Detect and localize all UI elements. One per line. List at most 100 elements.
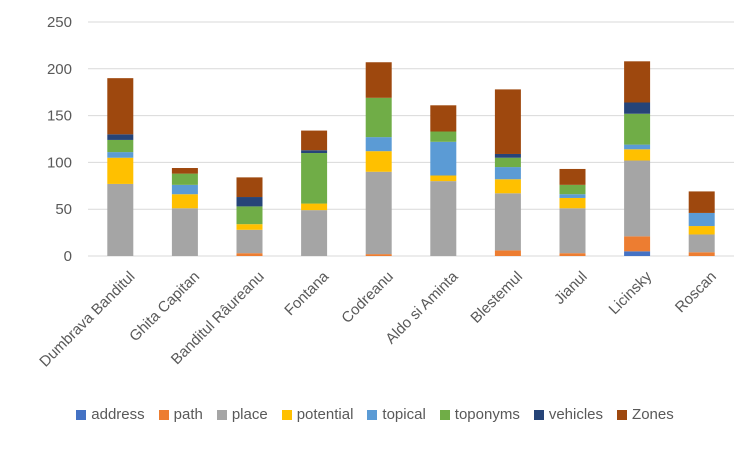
legend-label: place bbox=[231, 406, 268, 423]
bar-segment-path bbox=[624, 236, 651, 252]
legend-label: Zones bbox=[632, 406, 674, 423]
x-category-label: Codreanu bbox=[338, 268, 397, 327]
bar-segment-path bbox=[559, 253, 586, 256]
bar-segment-potential bbox=[624, 149, 651, 161]
bar-segment-place bbox=[430, 181, 457, 256]
bar-segment-zones bbox=[494, 89, 521, 154]
legend: address path place potential topical toponyms… bbox=[0, 406, 750, 423]
bar-segment-potential bbox=[171, 194, 198, 209]
bar-segment-toponyms bbox=[494, 157, 521, 168]
legend-label: address bbox=[91, 406, 145, 423]
legend-label: path bbox=[173, 406, 203, 423]
x-category-label: Licinsky bbox=[606, 268, 656, 318]
bar-segment-place bbox=[107, 183, 134, 256]
y-tick-label: 50 bbox=[55, 201, 72, 218]
x-category-label: Jianul bbox=[551, 268, 591, 308]
bar-segment-vehicles bbox=[301, 150, 328, 154]
bar-segment-place bbox=[365, 171, 392, 255]
legend-label: potential bbox=[296, 406, 354, 423]
x-category-label: Dumbrava Banditul bbox=[36, 268, 138, 370]
bar-segment-zones bbox=[107, 78, 134, 135]
bar-segment-topical bbox=[494, 167, 521, 180]
bar-segment-potential bbox=[559, 197, 586, 209]
bar-segment-topical bbox=[107, 152, 134, 158]
legend-item-topical: topical bbox=[367, 406, 426, 423]
bar-segment-zones bbox=[236, 177, 263, 198]
bar-segment-toponyms bbox=[559, 184, 586, 195]
legend-item-address: address bbox=[76, 406, 145, 423]
bar-segment-path bbox=[365, 254, 392, 256]
bar-segment-topical bbox=[365, 137, 392, 152]
y-tick-label: 100 bbox=[47, 154, 72, 171]
legend-item-potential: potential bbox=[281, 406, 354, 423]
bar-segment-place bbox=[494, 193, 521, 251]
bar-segment-toponyms bbox=[365, 97, 392, 138]
y-tick-label: 250 bbox=[47, 14, 72, 31]
legend-swatch bbox=[367, 409, 378, 420]
legend-item-zones: Zones bbox=[617, 406, 674, 423]
bar-segment-zones bbox=[688, 191, 715, 213]
bar-segment-place bbox=[236, 229, 263, 254]
y-tick-label: 0 bbox=[64, 248, 72, 265]
y-tick-label: 200 bbox=[47, 61, 72, 78]
x-category-label: Fontana bbox=[281, 268, 332, 319]
bar-segment-place bbox=[301, 210, 328, 256]
bar-segment-path bbox=[236, 253, 263, 256]
bars bbox=[107, 61, 715, 256]
legend-label: vehicles bbox=[548, 406, 604, 423]
legend-swatch bbox=[76, 409, 87, 420]
bar-segment-potential bbox=[236, 224, 263, 230]
bar-segment-path bbox=[688, 252, 715, 256]
y-axis-ticks: 0 50 100 150 200 250 bbox=[47, 14, 72, 265]
bar-segment-zones bbox=[365, 62, 392, 98]
bar-segment-address bbox=[624, 251, 651, 256]
bar-segment-place bbox=[688, 234, 715, 253]
bar-segment-vehicles bbox=[236, 197, 263, 207]
bar-segment-vehicles bbox=[107, 134, 134, 140]
bar-segment-place bbox=[559, 208, 586, 254]
legend-label: toponyms bbox=[454, 406, 520, 423]
legend-swatch bbox=[439, 409, 450, 420]
bar-segment-potential bbox=[107, 157, 134, 184]
bar-segment-toponyms bbox=[236, 206, 263, 225]
bar-segment-vehicles bbox=[494, 153, 521, 158]
legend-swatch bbox=[617, 409, 628, 420]
bar-segment-topical bbox=[624, 144, 651, 150]
x-category-label: Blestemul bbox=[467, 268, 526, 327]
bar-segment-toponyms bbox=[107, 139, 134, 153]
bar-segment-toponyms bbox=[430, 131, 457, 142]
bar-segment-place bbox=[171, 208, 198, 256]
bar-segment-potential bbox=[688, 226, 715, 235]
bar-segment-path bbox=[494, 250, 521, 256]
bar-segment-potential bbox=[301, 203, 328, 211]
legend-swatch bbox=[216, 409, 227, 420]
y-tick-label: 150 bbox=[47, 108, 72, 125]
bar-segment-vehicles bbox=[624, 102, 651, 114]
bar-segment-topical bbox=[688, 212, 715, 227]
legend-swatch bbox=[158, 409, 169, 420]
bar-segment-toponyms bbox=[301, 153, 328, 204]
legend-label: topical bbox=[382, 406, 426, 423]
bar-segment-potential bbox=[430, 175, 457, 182]
legend-swatch bbox=[281, 409, 292, 420]
bar-segment-zones bbox=[624, 61, 651, 103]
legend-item-toponyms: toponyms bbox=[439, 406, 520, 423]
bar-segment-zones bbox=[171, 168, 198, 174]
x-category-label: Roscan bbox=[672, 268, 720, 316]
bar-segment-topical bbox=[430, 141, 457, 176]
legend-swatch bbox=[533, 409, 544, 420]
bar-segment-zones bbox=[559, 168, 586, 185]
legend-item-vehicles: vehicles bbox=[533, 406, 604, 423]
bar-segment-potential bbox=[365, 151, 392, 172]
bar-segment-potential bbox=[494, 179, 521, 194]
bar-segment-zones bbox=[301, 130, 328, 151]
bar-segment-toponyms bbox=[171, 173, 198, 185]
legend-item-path: path bbox=[158, 406, 203, 423]
bar-segment-topical bbox=[171, 184, 198, 195]
bar-segment-zones bbox=[430, 105, 457, 132]
legend-item-place: place bbox=[216, 406, 268, 423]
bar-segment-topical bbox=[559, 194, 586, 198]
bar-segment-place bbox=[624, 160, 651, 237]
